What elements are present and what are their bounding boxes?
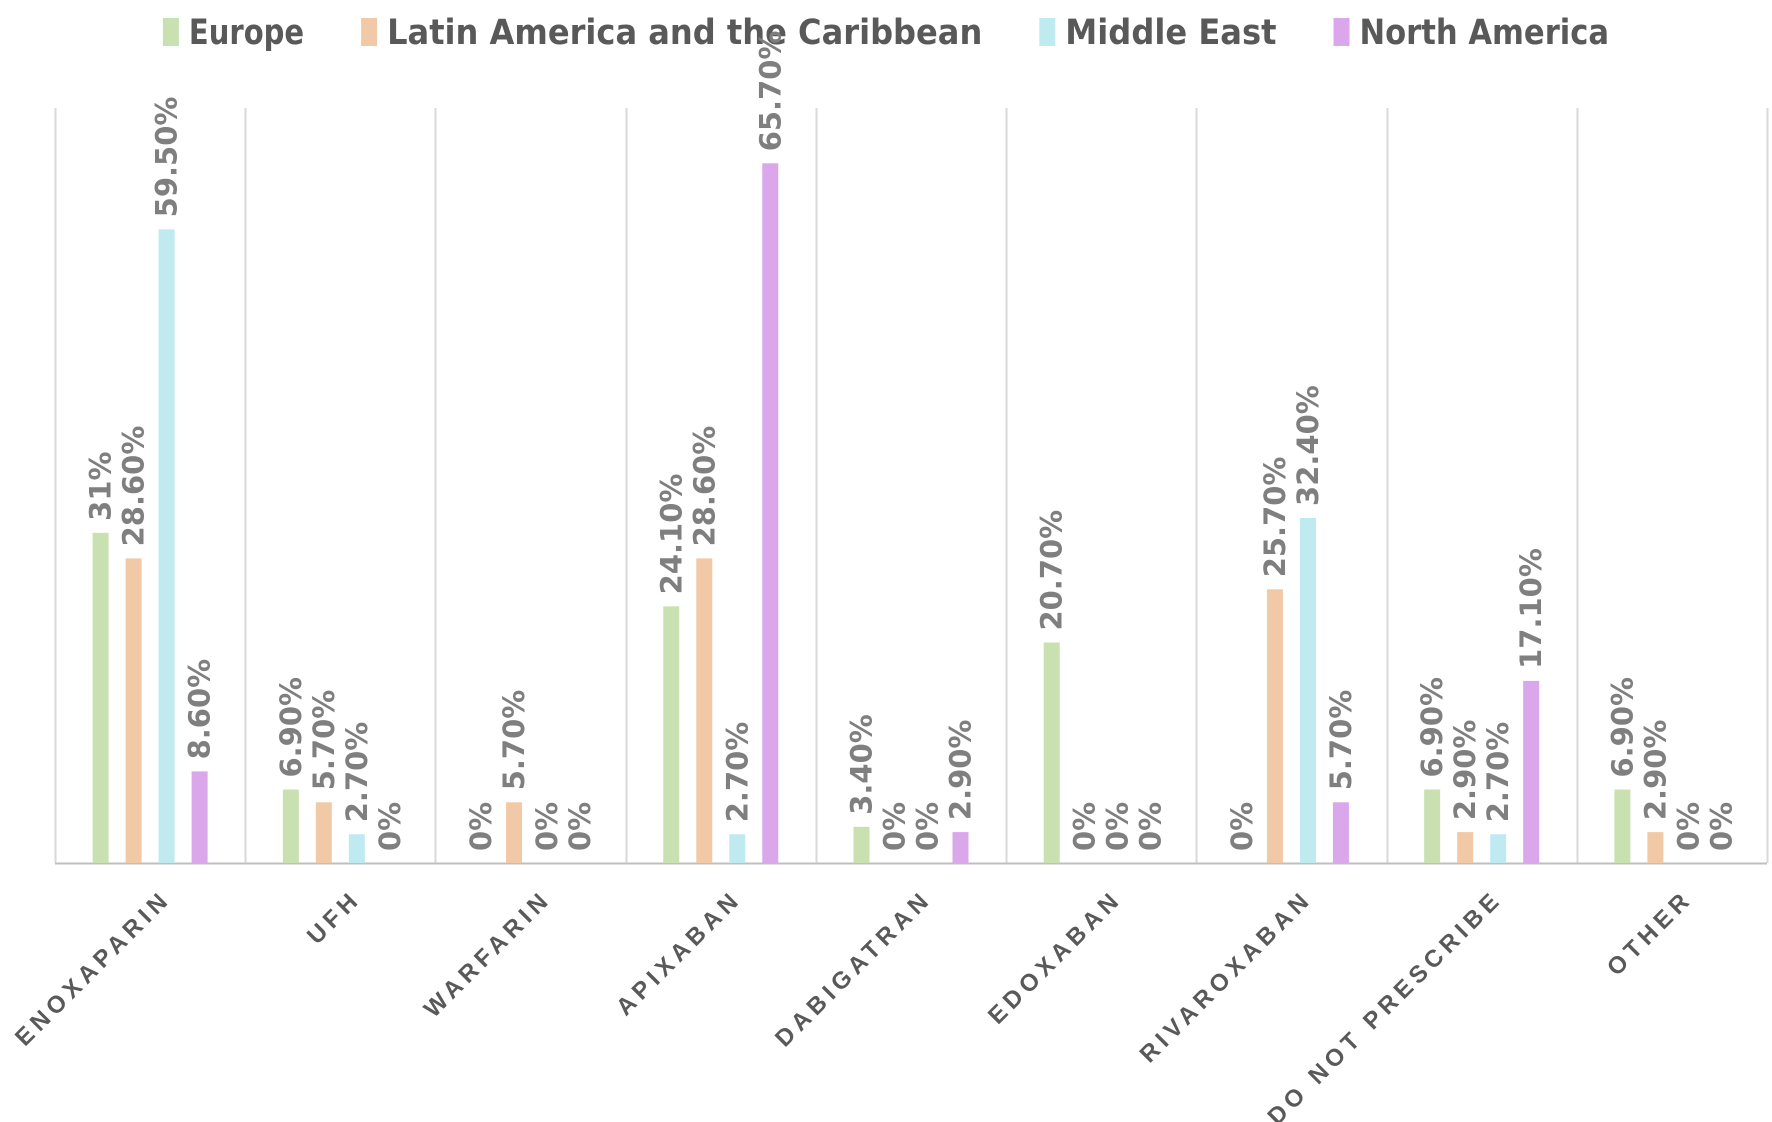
data-label-middle-east-ufh: 2.70% [340, 722, 374, 823]
data-label-europe-edoxaban: 20.70% [1035, 510, 1069, 631]
data-label-north-america-rivaroxaban: 5.70% [1324, 690, 1358, 791]
data-label-latin-america-and-the-caribbean-warfarin: 5.70% [497, 690, 531, 791]
bar-north-america-apixaban [762, 163, 779, 864]
data-label-middle-east-edoxaban: 0% [1101, 802, 1135, 851]
data-label-europe-dabigatran: 3.40% [845, 714, 879, 815]
data-label-north-america-apixaban: 65.70% [753, 30, 787, 151]
data-label-middle-east-enoxaparin: 59.50% [150, 97, 184, 218]
data-label-europe-warfarin: 0% [464, 802, 498, 851]
data-label-north-america-other: 0% [1704, 802, 1738, 851]
data-label-north-america-enoxaparin: 8.60% [183, 659, 217, 760]
category-label-rivaroxaban: RIVAROXABAN [1135, 885, 1318, 1068]
bar-europe-apixaban [663, 606, 680, 863]
legend-item-middle-east: Middle East [1039, 13, 1277, 53]
bar-middle-east-enoxaparin [158, 229, 175, 863]
data-label-north-america-warfarin: 0% [563, 802, 597, 851]
category-label-enoxaparin: ENOXAPARIN [10, 885, 176, 1051]
bar-middle-east-do-not-prescribe [1490, 834, 1507, 863]
bar-north-america-rivaroxaban [1332, 802, 1349, 863]
data-label-latin-america-and-the-caribbean-rivaroxaban: 25.70% [1258, 456, 1292, 577]
bar-north-america-dabigatran [952, 832, 969, 863]
data-label-middle-east-other: 0% [1671, 802, 1705, 851]
data-label-north-america-do-not-prescribe: 17.10% [1514, 548, 1548, 669]
bar-latin-america-and-the-caribbean-do-not-prescribe [1457, 832, 1474, 863]
data-label-latin-america-and-the-caribbean-ufh: 5.70% [307, 690, 341, 791]
data-label-europe-apixaban: 24.10% [654, 474, 688, 595]
data-label-middle-east-do-not-prescribe: 2.70% [1481, 722, 1515, 823]
legend-item-latin-america-and-the-caribbean: Latin America and the Caribbean [361, 13, 982, 53]
bar-europe-ufh [282, 789, 299, 863]
data-label-europe-rivaroxaban: 0% [1225, 802, 1259, 851]
data-label-middle-east-apixaban: 2.70% [720, 722, 754, 823]
category-label-ufh: UFH [302, 885, 367, 950]
category-label-warfarin: WARFARIN [419, 885, 557, 1023]
data-label-latin-america-and-the-caribbean-edoxaban: 0% [1068, 802, 1102, 851]
data-label-latin-america-and-the-caribbean-dabigatran: 0% [878, 802, 912, 851]
bar-north-america-enoxaparin [191, 771, 208, 863]
category-label-other: OTHER [1602, 885, 1698, 981]
category-label-edoxaban: EDOXABAN [983, 885, 1127, 1029]
bar-europe-dabigatran [853, 826, 870, 863]
bar-europe-enoxaparin [92, 532, 109, 863]
data-label-latin-america-and-the-caribbean-enoxaparin: 28.60% [117, 426, 151, 547]
data-label-north-america-edoxaban: 0% [1134, 802, 1168, 851]
bar-europe-other [1614, 789, 1631, 863]
bar-latin-america-and-the-caribbean-warfarin [506, 802, 523, 863]
data-label-north-america-ufh: 0% [373, 802, 407, 851]
bar-europe-do-not-prescribe [1424, 789, 1441, 863]
legend-swatch-europe [162, 18, 179, 46]
data-label-latin-america-and-the-caribbean-other: 2.90% [1638, 720, 1672, 821]
bar-middle-east-apixaban [729, 834, 746, 863]
data-label-latin-america-and-the-caribbean-do-not-prescribe: 2.90% [1448, 720, 1482, 821]
legend-item-north-america: North America [1333, 13, 1610, 53]
legend-swatch-middle-east [1039, 18, 1056, 46]
bar-latin-america-and-the-caribbean-apixaban [696, 558, 713, 863]
data-label-europe-enoxaparin: 31% [84, 451, 118, 520]
data-label-north-america-dabigatran: 2.90% [944, 720, 978, 821]
legend-label-latin-america-and-the-caribbean: Latin America and the Caribbean [387, 13, 982, 53]
data-label-latin-america-and-the-caribbean-apixaban: 28.60% [687, 426, 721, 547]
legend-item-europe: Europe [162, 13, 304, 53]
legend: Europe Latin America and the Caribbean Mid… [162, 13, 1610, 53]
legend-label-north-america: North America [1360, 13, 1610, 53]
legend-label-europe: Europe [189, 13, 304, 53]
data-label-middle-east-dabigatran: 0% [911, 802, 945, 851]
category-label-dabigatran: DABIGATRAN [770, 885, 937, 1052]
data-label-europe-ufh: 6.90% [274, 677, 308, 778]
bar-europe-edoxaban [1043, 642, 1060, 863]
data-label-europe-other: 6.90% [1605, 677, 1639, 778]
bar-north-america-do-not-prescribe [1523, 680, 1540, 863]
data-label-middle-east-warfarin: 0% [530, 802, 564, 851]
data-label-europe-do-not-prescribe: 6.90% [1415, 677, 1449, 778]
bar-latin-america-and-the-caribbean-enoxaparin [125, 558, 142, 863]
data-label-middle-east-rivaroxaban: 32.40% [1291, 385, 1325, 506]
bar-latin-america-and-the-caribbean-other [1647, 832, 1664, 863]
bar-middle-east-rivaroxaban [1299, 517, 1316, 863]
legend-swatch-latin-america-and-the-caribbean [361, 18, 378, 46]
legend-label-middle-east: Middle East [1065, 13, 1276, 53]
category-label-apixaban: APIXABAN [611, 885, 747, 1021]
bar-middle-east-ufh [348, 834, 365, 863]
legend-swatch-north-america [1333, 18, 1350, 46]
bar-latin-america-and-the-caribbean-ufh [315, 802, 332, 863]
bar-latin-america-and-the-caribbean-rivaroxaban [1266, 589, 1283, 863]
